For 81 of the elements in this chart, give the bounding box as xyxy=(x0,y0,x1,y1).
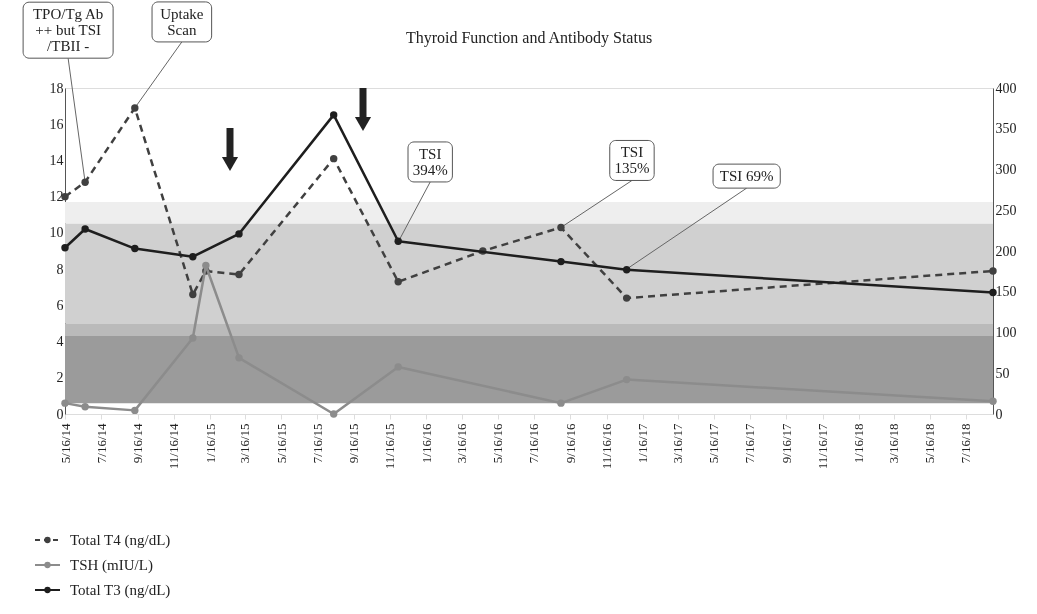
x-tick-label: 1/16/18 xyxy=(851,423,867,464)
point xyxy=(557,223,565,232)
legend-label: Total T3 (ng/dL) xyxy=(70,582,171,599)
point xyxy=(81,403,89,411)
y-tick-label: 6 xyxy=(56,297,64,313)
point xyxy=(557,399,565,407)
legend-label: Total T4 (ng/dL) xyxy=(70,532,171,549)
legend-label: TSH (mIU/L) xyxy=(70,557,153,574)
point xyxy=(622,294,631,302)
x-tick-label: 1/16/17 xyxy=(635,423,651,464)
x-tick-label: 3/16/15 xyxy=(237,423,253,464)
y-tick-label: 10 xyxy=(49,225,64,241)
point xyxy=(235,230,243,238)
y2-tick-label: 50 xyxy=(995,365,1010,381)
point xyxy=(61,244,69,252)
y-tick-label: 16 xyxy=(49,116,64,132)
x-tick-label: 11/16/17 xyxy=(815,423,831,470)
x-tick-label: 7/16/17 xyxy=(742,423,758,464)
annotation: Uptake Scan xyxy=(160,5,204,38)
annotation: TSI 394% xyxy=(412,145,448,178)
y2-tick-label: 150 xyxy=(995,284,1017,300)
x-tick-label: 9/16/17 xyxy=(778,423,794,464)
y-tick-label: 8 xyxy=(56,261,64,277)
x-tick-label: 5/16/17 xyxy=(706,423,722,464)
annotation: TSI 135% xyxy=(614,144,650,177)
y2-tick-label: 300 xyxy=(995,162,1017,177)
annotation: TPO/Tg Ab ++ but TSI /TBII - xyxy=(32,6,104,55)
point xyxy=(131,104,139,112)
point xyxy=(557,257,565,266)
point xyxy=(394,278,402,286)
x-tick-label: 1/16/16 xyxy=(418,423,434,464)
y-tick-label: 4 xyxy=(56,334,64,350)
x-tick-label: 1/16/15 xyxy=(202,423,218,464)
y2-tick-label: 400 xyxy=(995,80,1017,96)
x-tick-label: 3/16/18 xyxy=(886,423,902,464)
x-tick-label: 11/16/16 xyxy=(599,423,615,470)
y-tick-label: 0 xyxy=(56,406,64,422)
point xyxy=(989,397,997,406)
point xyxy=(989,267,997,275)
y-tick-label: 18 xyxy=(49,80,64,96)
point xyxy=(329,410,338,418)
y2-tick-label: 250 xyxy=(995,202,1017,218)
y-tick-label: 12 xyxy=(49,189,64,205)
x-tick-label: 9/16/16 xyxy=(562,423,578,464)
x-tick-label: 5/16/16 xyxy=(490,423,506,464)
point xyxy=(329,154,338,163)
y2-tick-label: 350 xyxy=(995,121,1017,137)
chart-title: Thyroid Function and Antibody Status xyxy=(405,29,653,48)
y-tick-label: 14 xyxy=(49,152,64,168)
x-tick-label: 5/16/15 xyxy=(273,423,289,464)
y2-tick-label: 100 xyxy=(995,325,1017,340)
x-tick-label: 11/16/15 xyxy=(382,423,398,470)
x-tick-label: 7/16/15 xyxy=(309,423,325,464)
y-tick-label: 2 xyxy=(56,370,64,386)
point xyxy=(189,253,197,261)
point xyxy=(81,225,89,233)
point xyxy=(989,288,997,297)
point xyxy=(81,178,89,186)
y2-tick-label: 0 xyxy=(995,406,1003,422)
x-tick-label: 3/16/16 xyxy=(454,423,470,464)
x-tick-label: 9/16/15 xyxy=(346,423,362,464)
point xyxy=(622,266,631,274)
x-tick-label: 7/16/18 xyxy=(958,423,974,464)
point xyxy=(131,244,139,253)
point xyxy=(394,237,402,245)
x-tick-label: 3/16/17 xyxy=(670,423,686,464)
point xyxy=(189,290,197,299)
point xyxy=(329,111,338,119)
x-tick-label: 5/16/18 xyxy=(922,423,938,464)
annotation: TSI 69% xyxy=(719,168,774,185)
x-tick-label: 7/16/14 xyxy=(93,423,109,464)
point xyxy=(202,261,210,270)
point xyxy=(131,406,139,415)
point xyxy=(235,270,243,279)
x-tick-label: 5/16/14 xyxy=(57,423,73,464)
y2-tick-label: 200 xyxy=(995,243,1017,259)
point xyxy=(189,334,197,342)
x-tick-label: 7/16/16 xyxy=(526,423,542,464)
point xyxy=(61,399,69,407)
x-tick-label: 9/16/14 xyxy=(130,423,146,464)
x-tick-label: 11/16/14 xyxy=(166,423,182,470)
